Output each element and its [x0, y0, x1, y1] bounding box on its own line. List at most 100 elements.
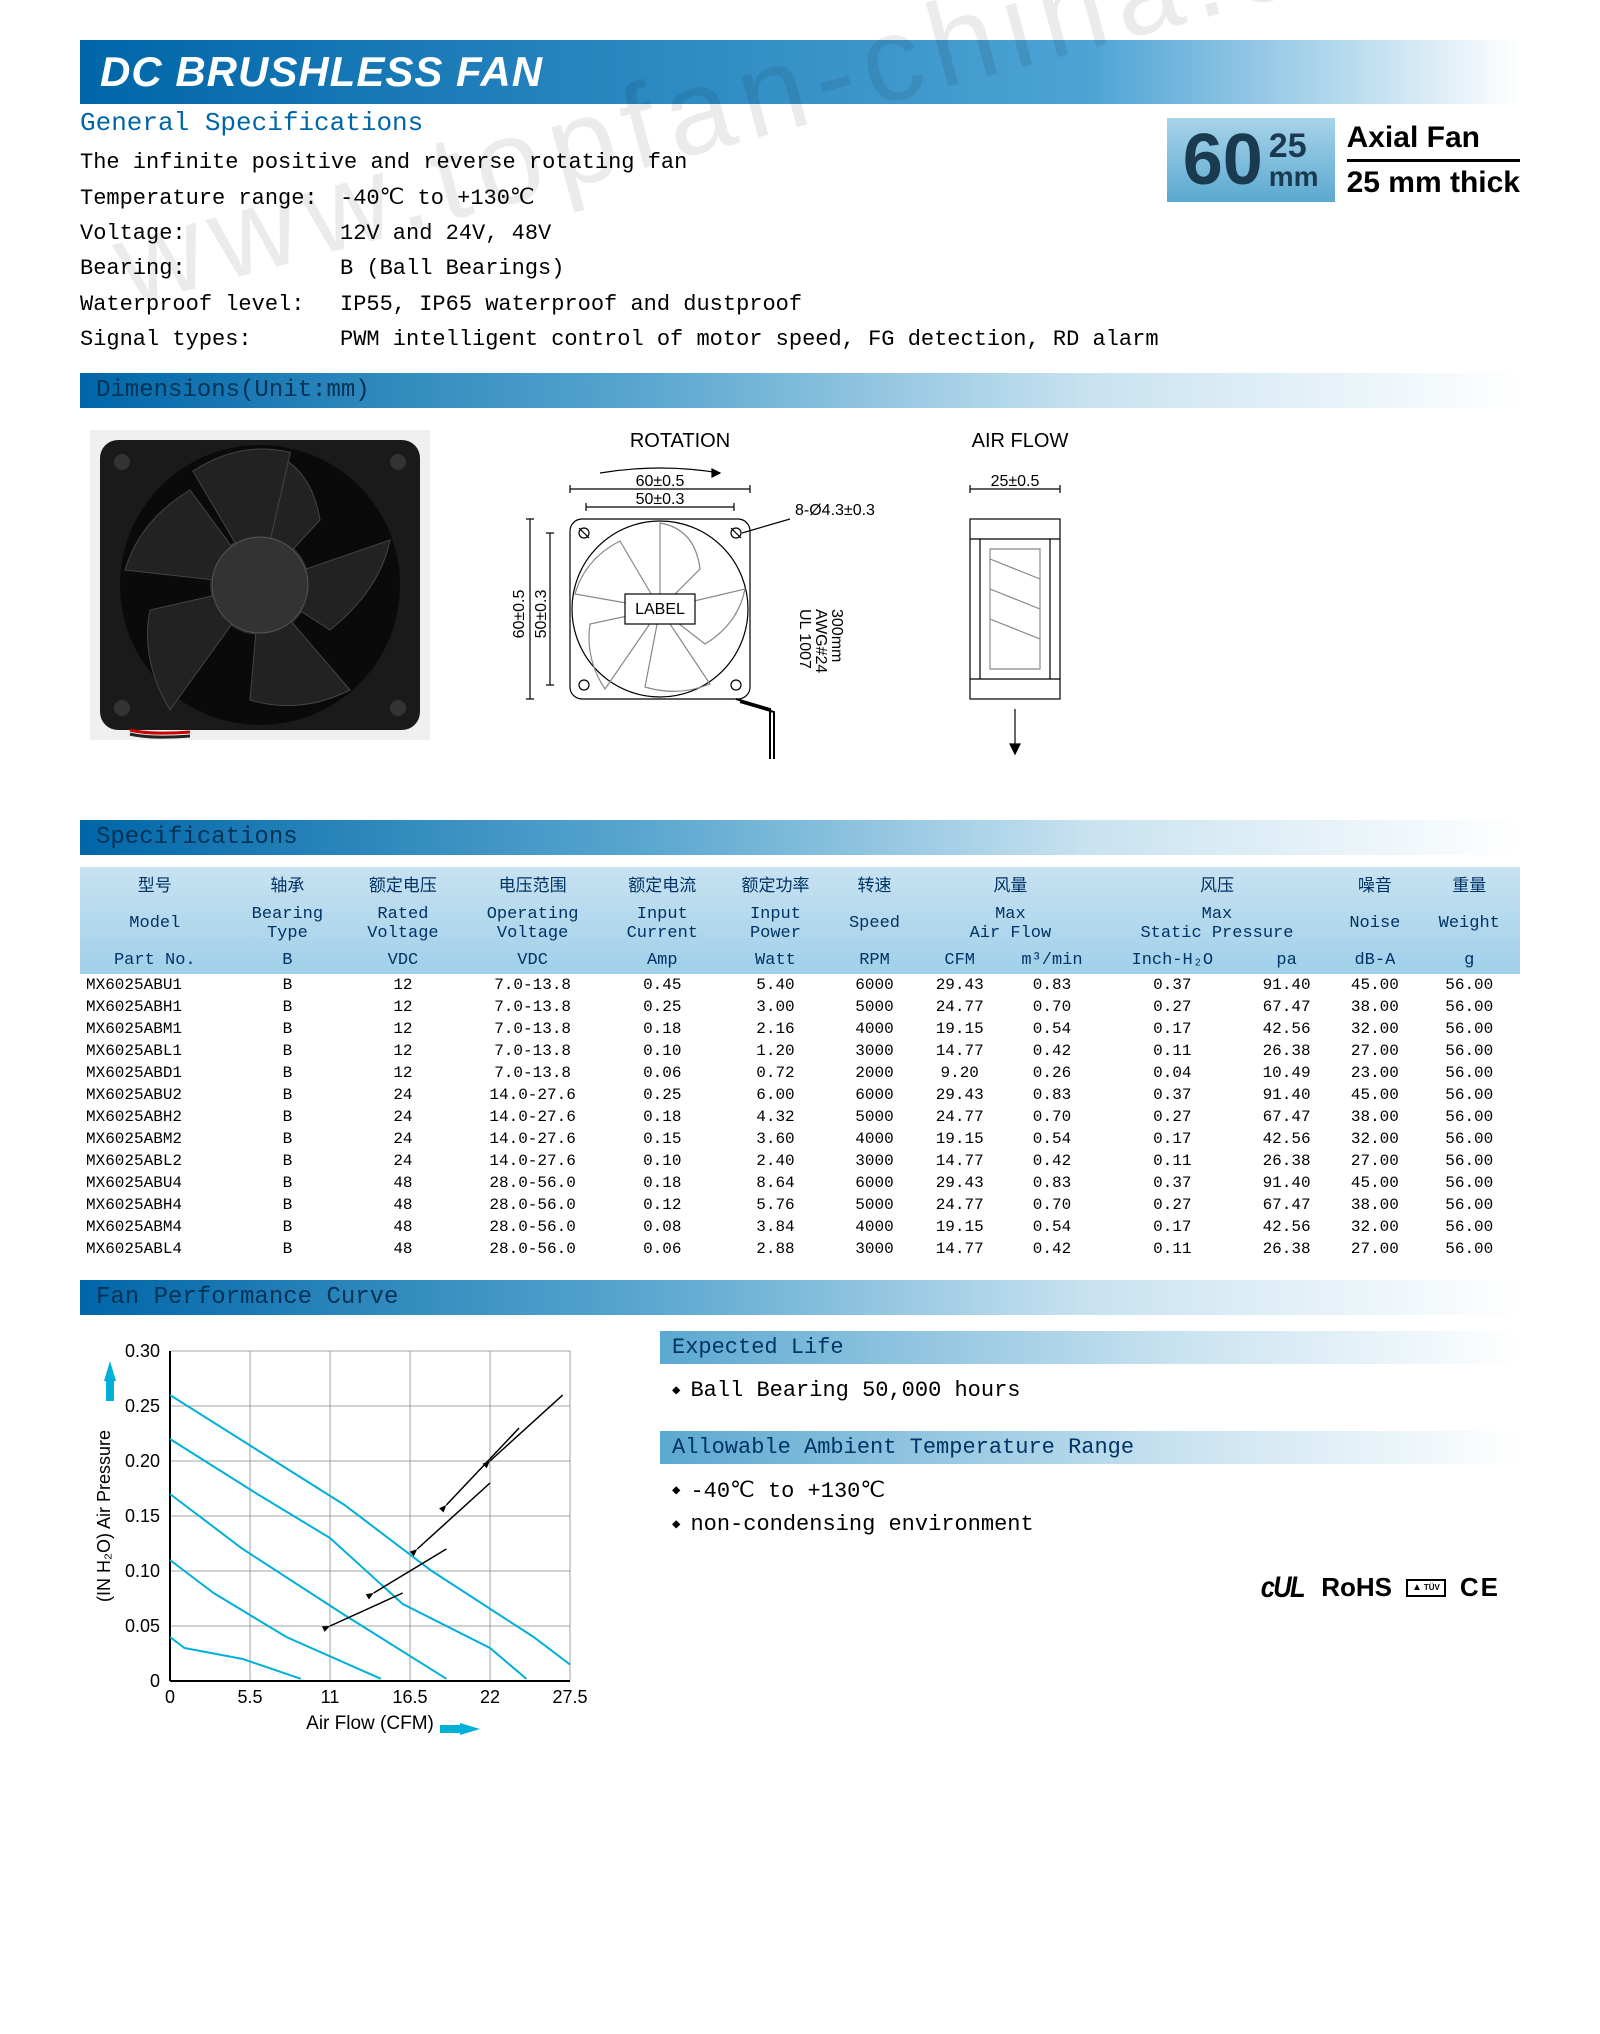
- table-row: MX6025ABU1B127.0-13.80.455.40600029.430.…: [80, 974, 1520, 996]
- table-cell: 26.38: [1242, 1150, 1331, 1172]
- table-cell: 28.0-56.0: [461, 1238, 605, 1260]
- table-cell: 32.00: [1331, 1216, 1418, 1238]
- table-row: MX6025ABH1B127.0-13.80.253.00500024.770.…: [80, 996, 1520, 1018]
- svg-text:0: 0: [165, 1687, 175, 1707]
- table-cell: 56.00: [1419, 974, 1520, 996]
- table-cell: 24.77: [918, 996, 1001, 1018]
- table-cell: B: [230, 1128, 346, 1150]
- table-row: MX6025ABM4B4828.0-56.00.083.84400019.150…: [80, 1216, 1520, 1238]
- th-cn: 型号: [80, 867, 230, 901]
- table-cell: 5.76: [720, 1194, 831, 1216]
- temp-label: Temperature range:: [80, 181, 340, 216]
- table-cell: MX6025ABM1: [80, 1018, 230, 1040]
- svg-text:0.20: 0.20: [125, 1451, 160, 1471]
- table-cell: 24.77: [918, 1194, 1001, 1216]
- table-cell: 7.0-13.8: [461, 1040, 605, 1062]
- table-cell: 23.00: [1331, 1062, 1418, 1084]
- table-cell: 12: [345, 974, 461, 996]
- th-cn: 重量: [1419, 867, 1520, 901]
- table-cell: 24: [345, 1084, 461, 1106]
- table-cell: MX6025ABL4: [80, 1238, 230, 1260]
- table-cell: MX6025ABH1: [80, 996, 230, 1018]
- table-cell: 0.70: [1001, 1194, 1102, 1216]
- th-cn: 噪音: [1331, 867, 1418, 901]
- th-unit: VDC: [461, 947, 605, 974]
- table-cell: 7.0-13.8: [461, 974, 605, 996]
- table-cell: 3000: [831, 1238, 918, 1260]
- table-cell: 0.04: [1103, 1062, 1242, 1084]
- th-en: Speed: [831, 901, 918, 947]
- svg-text:Air Flow (CFM): Air Flow (CFM): [306, 1713, 434, 1734]
- table-row: MX6025ABH4B4828.0-56.00.125.76500024.770…: [80, 1194, 1520, 1216]
- table-cell: 0.27: [1103, 996, 1242, 1018]
- table-cell: B: [230, 1084, 346, 1106]
- table-cell: 24: [345, 1106, 461, 1128]
- table-row: MX6025ABL4B4828.0-56.00.062.88300014.770…: [80, 1238, 1520, 1260]
- table-cell: B: [230, 1040, 346, 1062]
- curve-banner: Fan Performance Curve: [80, 1280, 1520, 1315]
- specifications-heading: Specifications: [96, 824, 1504, 851]
- table-cell: 5000: [831, 1194, 918, 1216]
- table-cell: 0.25: [605, 1084, 721, 1106]
- table-cell: 8.64: [720, 1172, 831, 1194]
- table-cell: 3000: [831, 1040, 918, 1062]
- page-title: DC BRUSHLESS FAN: [100, 48, 1500, 96]
- table-cell: 0.42: [1001, 1150, 1102, 1172]
- table-cell: B: [230, 1216, 346, 1238]
- table-cell: 0.37: [1103, 974, 1242, 996]
- waterproof-label: Waterproof level:: [80, 287, 340, 322]
- table-cell: 0.42: [1001, 1040, 1102, 1062]
- cert-tuv-icon: ▲TÜV: [1406, 1579, 1446, 1597]
- dim-60-left: 60±0.5: [511, 589, 528, 638]
- waterproof-value: IP55, IP65 waterproof and dustproof: [340, 287, 1167, 322]
- th-en: Weight: [1419, 901, 1520, 947]
- table-cell: MX6025ABH4: [80, 1194, 230, 1216]
- table-cell: 0.42: [1001, 1238, 1102, 1260]
- table-cell: MX6025ABM2: [80, 1128, 230, 1150]
- th-cn: 额定电压: [345, 867, 461, 901]
- table-cell: 0.25: [605, 996, 721, 1018]
- table-cell: 3.84: [720, 1216, 831, 1238]
- general-specs: General Specifications The infinite posi…: [80, 108, 1167, 357]
- table-cell: 0.17: [1103, 1128, 1242, 1150]
- table-cell: 24: [345, 1150, 461, 1172]
- table-cell: 0.18: [605, 1172, 721, 1194]
- table-cell: MX6025ABM4: [80, 1216, 230, 1238]
- dimensions-banner: Dimensions(Unit:mm): [80, 373, 1520, 408]
- table-cell: 0.37: [1103, 1172, 1242, 1194]
- th-en: OperatingVoltage: [461, 901, 605, 947]
- table-cell: 4.32: [720, 1106, 831, 1128]
- th-en: InputCurrent: [605, 901, 721, 947]
- dim-50-left: 50±0.3: [533, 589, 550, 638]
- table-cell: 14.0-27.6: [461, 1084, 605, 1106]
- table-cell: 38.00: [1331, 996, 1418, 1018]
- th-unit: Part No.: [80, 947, 230, 974]
- th-cn: 额定功率: [720, 867, 831, 901]
- table-cell: 56.00: [1419, 1084, 1520, 1106]
- table-cell: 56.00: [1419, 1172, 1520, 1194]
- table-cell: 0.83: [1001, 1172, 1102, 1194]
- table-cell: 0.45: [605, 974, 721, 996]
- th-unit: CFM: [918, 947, 1001, 974]
- th-unit: dB-A: [1331, 947, 1418, 974]
- rotation-label: ROTATION: [460, 430, 900, 453]
- table-cell: 29.43: [918, 1084, 1001, 1106]
- table-cell: 0.83: [1001, 1084, 1102, 1106]
- table-row: MX6025ABU4B4828.0-56.00.188.64600029.430…: [80, 1172, 1520, 1194]
- table-cell: 0.17: [1103, 1018, 1242, 1040]
- table-cell: 6000: [831, 974, 918, 996]
- cert-ul-icon: cUL: [1260, 1571, 1303, 1605]
- cert-rohs: RoHS: [1321, 1572, 1392, 1603]
- table-row: MX6025ABL1B127.0-13.80.101.20300014.770.…: [80, 1040, 1520, 1062]
- table-cell: 0.06: [605, 1238, 721, 1260]
- table-cell: 14.0-27.6: [461, 1128, 605, 1150]
- table-cell: 4000: [831, 1018, 918, 1040]
- table-cell: 0.06: [605, 1062, 721, 1084]
- table-cell: B: [230, 1194, 346, 1216]
- table-cell: 56.00: [1419, 1040, 1520, 1062]
- table-cell: MX6025ABD1: [80, 1062, 230, 1084]
- table-row: MX6025ABM2B2414.0-27.60.153.60400019.150…: [80, 1128, 1520, 1150]
- svg-text:(IN H₂O) Air Pressure: (IN H₂O) Air Pressure: [94, 1430, 114, 1602]
- table-cell: 28.0-56.0: [461, 1194, 605, 1216]
- table-row: MX6025ABL2B2414.0-27.60.102.40300014.770…: [80, 1150, 1520, 1172]
